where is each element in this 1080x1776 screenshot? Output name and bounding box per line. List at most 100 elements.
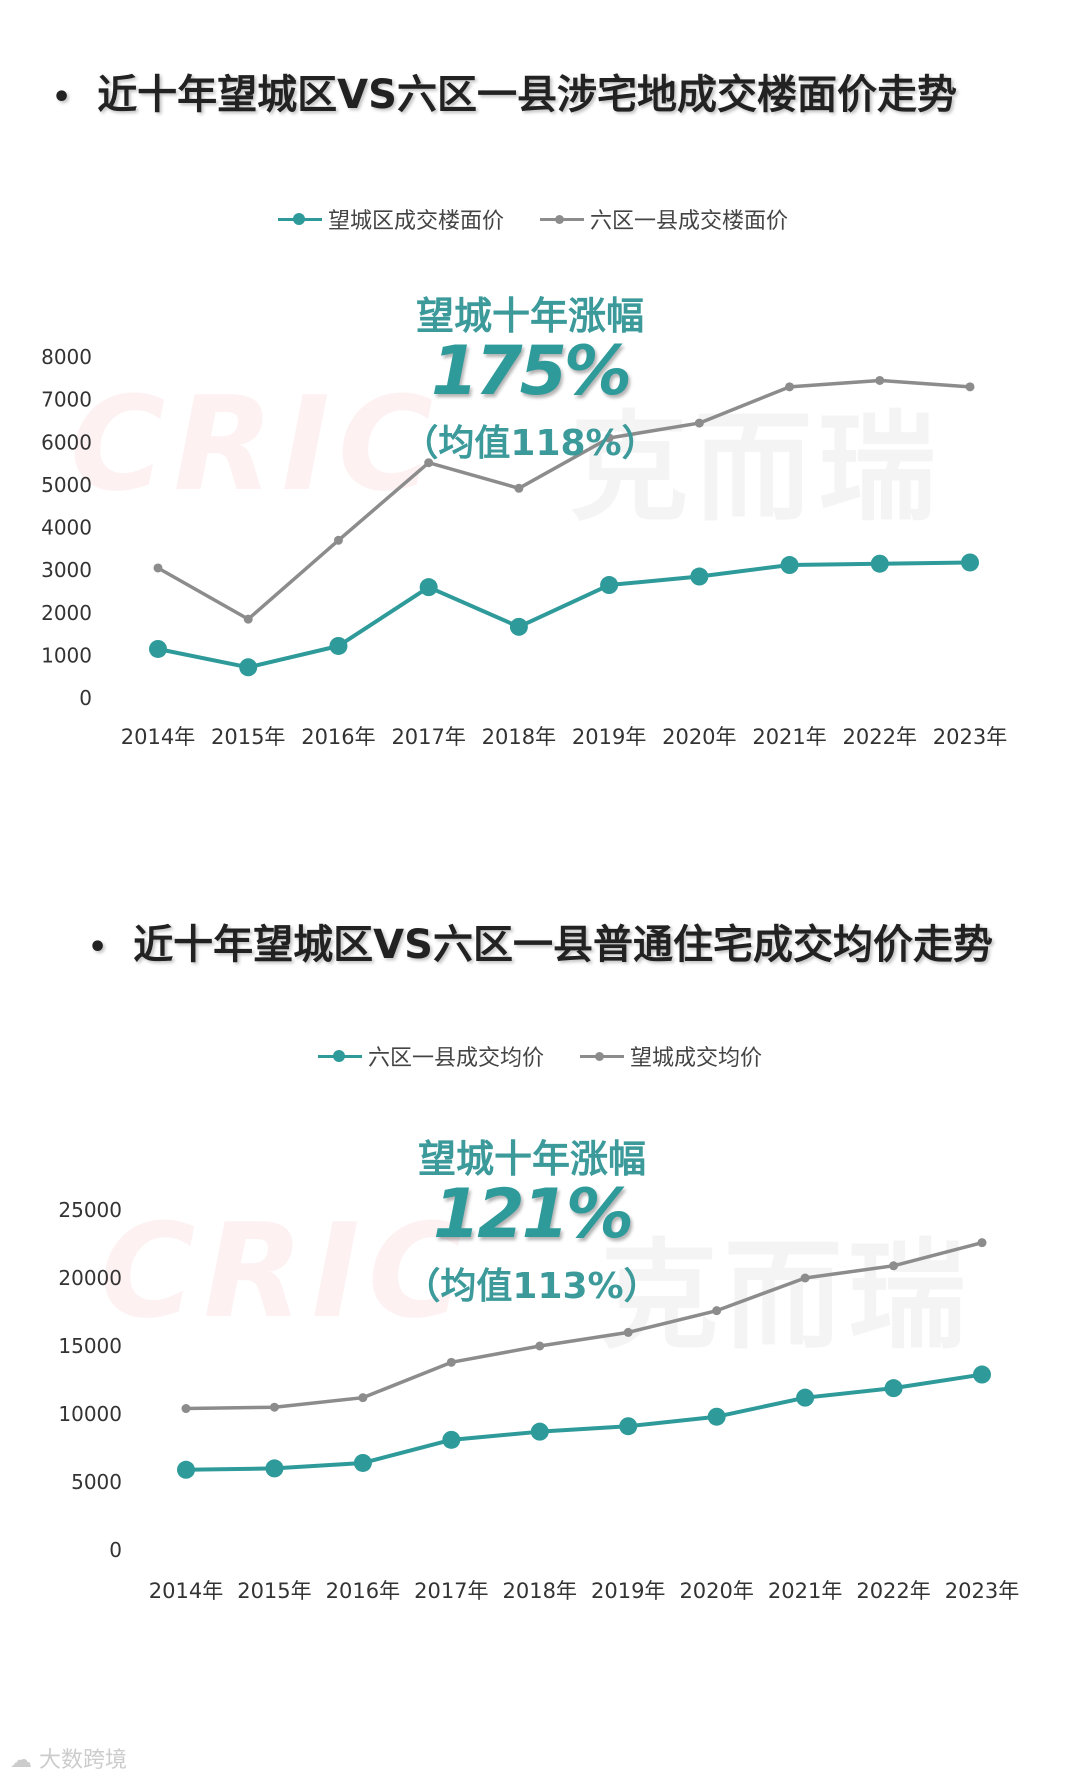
x-tick-label: 2020年	[679, 1579, 753, 1603]
data-point	[600, 576, 619, 595]
y-tick-label: 5000	[41, 473, 92, 497]
x-tick-label: 2018年	[503, 1579, 577, 1603]
y-tick-label: 3000	[41, 558, 92, 582]
series-line-2	[157, 378, 971, 621]
y-tick-label: 2000	[41, 601, 92, 625]
data-point	[961, 553, 979, 572]
bullet-icon: •	[88, 929, 108, 965]
data-point	[514, 483, 524, 493]
chart-2-legend: 六区一县成交均价 望城成交均价	[318, 1040, 798, 1072]
legend-item-2: 六区一县成交楼面价	[540, 203, 788, 235]
data-point	[707, 1407, 726, 1426]
x-tick-label: 2023年	[945, 1579, 1019, 1603]
data-point	[153, 563, 163, 573]
footer-logo-icon: ☁	[10, 1748, 32, 1773]
bullet-icon: •	[52, 79, 72, 115]
y-tick-label: 0	[79, 686, 92, 710]
chart-1-annotation-avg: （均值118%）	[402, 423, 658, 464]
data-point	[509, 617, 528, 636]
x-tick-label: 2017年	[391, 725, 465, 749]
data-point	[973, 1365, 991, 1384]
legend-gray-marker-icon	[580, 1049, 625, 1063]
x-tick-label: 2017年	[414, 1579, 488, 1603]
chart-1-annotation-value: 175%	[430, 332, 632, 411]
data-point	[424, 458, 434, 468]
data-point	[265, 1459, 284, 1478]
legend-item-1: 望城区成交楼面价	[278, 203, 504, 235]
series-line-2	[185, 1240, 983, 1411]
chart-2-watermark-text: 克而瑞	[600, 1227, 973, 1365]
y-tick-label: 7000	[41, 388, 92, 412]
y-tick-label: 8000	[41, 345, 92, 369]
x-tick-label: 2015年	[237, 1579, 311, 1603]
x-tick-label: 2016年	[301, 725, 375, 749]
data-point	[619, 1417, 638, 1436]
chart-1-watermark-text: 克而瑞	[570, 399, 943, 537]
chart-2-title: • 近十年望城区VS六区一县普通住宅成交均价走势	[88, 912, 993, 970]
data-point	[785, 382, 795, 392]
data-point	[353, 1453, 372, 1472]
legend-teal-marker-icon	[278, 212, 322, 226]
y-tick-label: 25000	[58, 1198, 122, 1222]
data-point	[333, 535, 343, 545]
data-point	[870, 554, 889, 573]
data-point	[446, 1357, 456, 1367]
legend-label: 望城成交均价	[630, 1046, 763, 1071]
chart-2-plot: 0 5000 10000 15000 20000 25000 2014年 2015年 2016年…	[58, 1198, 1019, 1603]
data-point	[796, 1388, 815, 1407]
chart-1-title: • 近十年望城区VS六区一县涉宅地成交楼面价走势	[52, 62, 957, 120]
x-tick-label: 2019年	[572, 725, 646, 749]
legend-item-1: 六区一县成交均价	[318, 1040, 544, 1072]
footer-logo-text: 大数跨境	[39, 1748, 128, 1773]
x-tick-label: 2020年	[662, 725, 736, 749]
x-tick-label: 2021年	[768, 1579, 842, 1603]
data-point	[694, 418, 704, 428]
series-line-1	[185, 1372, 983, 1472]
data-point	[243, 614, 253, 624]
y-tick-label: 15000	[58, 1334, 122, 1358]
data-point	[530, 1422, 549, 1441]
y-tick-label: 6000	[41, 430, 92, 454]
data-point	[780, 556, 799, 575]
data-point	[690, 567, 709, 586]
chart-1-annotation-title: 望城十年涨幅	[415, 294, 644, 338]
chart-2-watermark-logo: CRIC	[100, 1195, 472, 1347]
data-point	[358, 1393, 368, 1403]
chart-1-title-text: 近十年望城区VS六区一县涉宅地成交楼面价走势	[97, 72, 957, 118]
series-line-1	[157, 560, 971, 670]
legend-label: 六区一县成交楼面价	[590, 209, 789, 234]
data-point	[149, 639, 167, 658]
data-point	[177, 1460, 195, 1479]
y-tick-label: 0	[109, 1538, 122, 1562]
data-point	[623, 1327, 633, 1337]
legend-gray-marker-icon	[540, 212, 585, 226]
x-tick-label: 2014年	[149, 1579, 223, 1603]
x-tick-label: 2014年	[121, 725, 195, 749]
data-point	[965, 382, 975, 392]
x-tick-label: 2018年	[482, 725, 556, 749]
y-tick-label: 20000	[58, 1266, 122, 1290]
y-tick-label: 1000	[41, 643, 92, 667]
chart-1-plot: 0 1000 2000 3000 4000 5000 6000 7000 8000 2014年 20…	[41, 345, 1007, 749]
chart-2-annotation-value: 121%	[432, 1175, 634, 1254]
data-point	[239, 658, 258, 677]
data-point	[800, 1273, 810, 1283]
y-tick-label: 4000	[41, 516, 92, 540]
footer-logo: ☁ 大数跨境	[10, 1742, 127, 1774]
y-tick-label: 5000	[71, 1470, 122, 1494]
x-tick-label: 2021年	[752, 725, 826, 749]
x-tick-label: 2023年	[933, 725, 1007, 749]
x-tick-label: 2022年	[843, 725, 917, 749]
data-point	[712, 1306, 722, 1316]
x-tick-label: 2019年	[591, 1579, 665, 1603]
x-tick-label: 2022年	[856, 1579, 930, 1603]
legend-item-2: 望城成交均价	[580, 1040, 762, 1072]
data-point	[884, 1379, 903, 1398]
data-point	[889, 1261, 899, 1271]
data-point	[442, 1430, 461, 1449]
data-point	[875, 375, 885, 385]
legend-label: 六区一县成交均价	[368, 1046, 545, 1071]
chart-1-legend: 望城区成交楼面价 六区一县成交楼面价	[278, 203, 824, 235]
data-point	[419, 578, 438, 597]
data-point	[604, 433, 614, 443]
